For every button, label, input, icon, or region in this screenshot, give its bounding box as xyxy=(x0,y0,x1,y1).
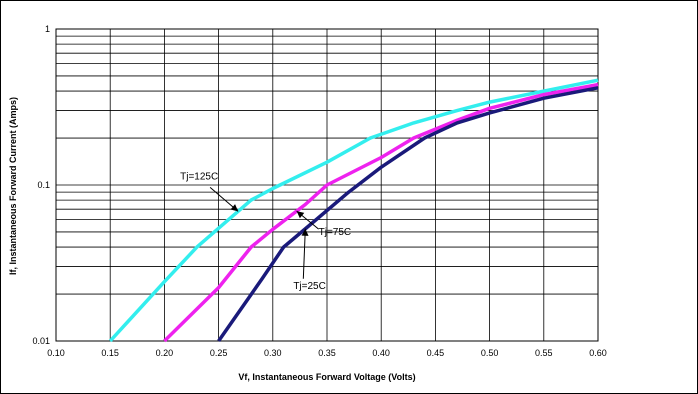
x-tick-label: 0.50 xyxy=(481,348,499,358)
series-line xyxy=(108,78,599,343)
annotation-arrowhead xyxy=(301,228,309,236)
x-tick-label: 0.20 xyxy=(156,348,174,358)
annotation-arrowhead xyxy=(296,211,305,219)
plot-area xyxy=(55,28,599,342)
y-axis-title: If, Instantaneous Forward Current (Amps) xyxy=(8,97,18,275)
x-tick-label: 0.25 xyxy=(210,348,228,358)
annotation-arrow-line xyxy=(302,228,306,279)
x-tick-label: 0.15 xyxy=(101,348,119,358)
x-tick-label: 0.10 xyxy=(47,348,65,358)
series-line xyxy=(163,82,599,343)
y-tick-label: 0.1 xyxy=(37,180,50,190)
series-line xyxy=(217,86,599,343)
y-tick-labels: 0.01 0.1 1 xyxy=(32,24,50,346)
y-tick-label: 0.01 xyxy=(32,336,50,346)
x-tick-label: 0.60 xyxy=(589,348,607,358)
annotation-label: Tj=25C xyxy=(293,281,326,292)
x-tick-label: 0.55 xyxy=(535,348,553,358)
x-tick-label: 0.40 xyxy=(372,348,390,358)
x-tick-label: 0.35 xyxy=(318,348,336,358)
annotation-label: Tj=125C xyxy=(180,171,218,182)
x-tick-labels: 0.10 0.15 0.20 0.25 0.30 0.35 0.40 0.45 0.50 0.55… xyxy=(47,348,607,358)
annotation-label: Tj=75C xyxy=(319,227,352,238)
x-tick-label: 0.45 xyxy=(427,348,445,358)
x-tick-label: 0.30 xyxy=(264,348,282,358)
y-tick-label: 1 xyxy=(45,24,50,34)
series-lines xyxy=(108,78,599,343)
annotations: Tj=125C Tj=75C Tj=25C xyxy=(180,171,351,291)
x-axis-title: Vf, Instantaneous Forward Voltage (Volts… xyxy=(238,372,415,382)
annotation-arrowhead xyxy=(230,204,239,212)
